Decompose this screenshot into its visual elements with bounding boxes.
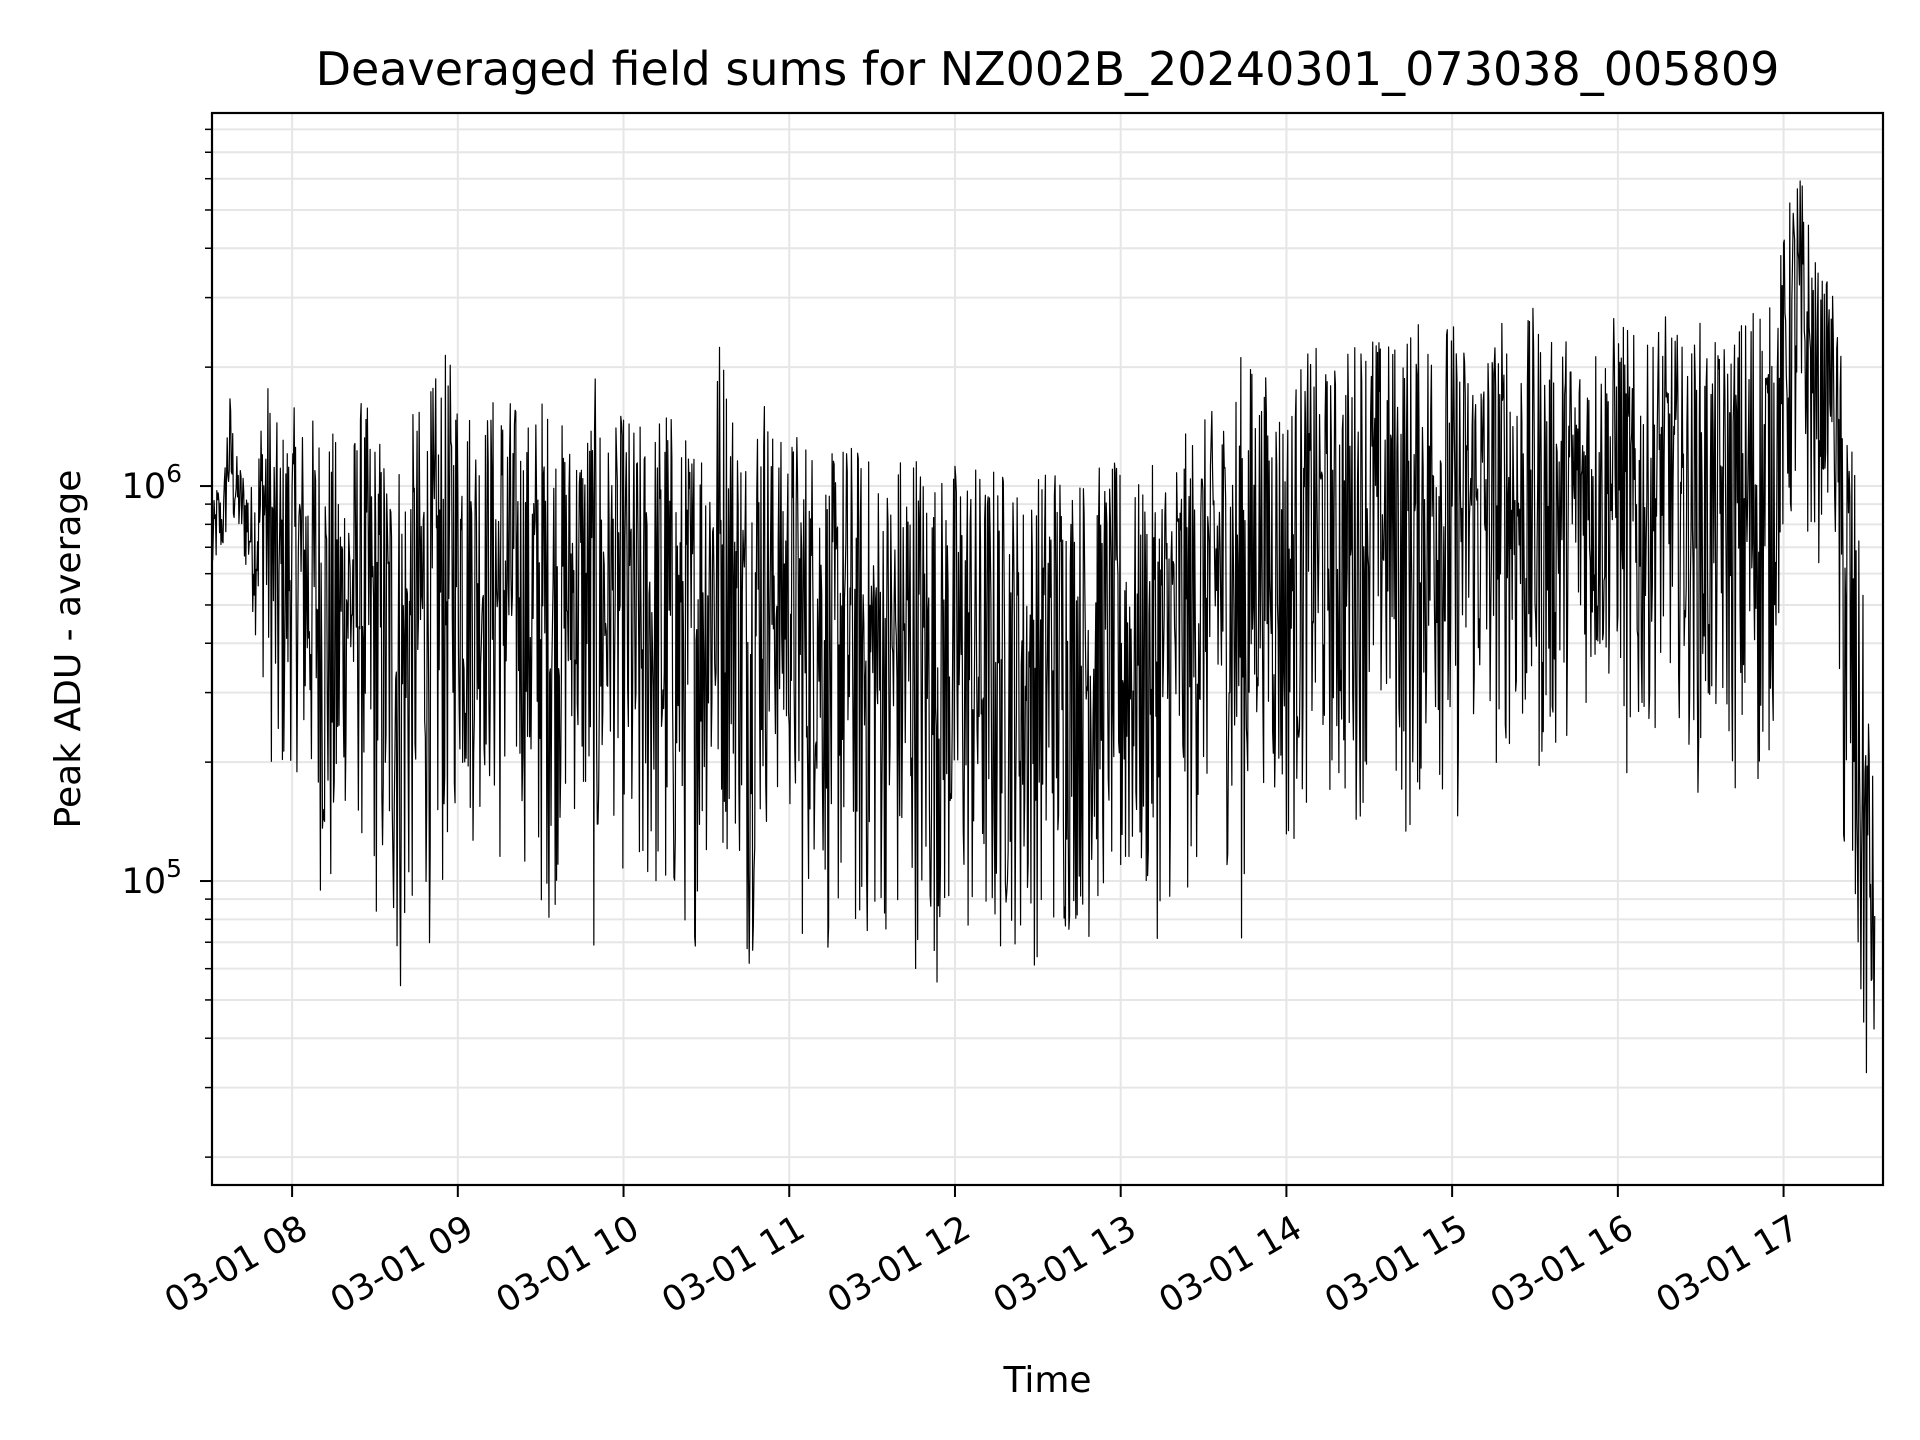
y-axis-label: Peak ADU - average [48, 470, 89, 829]
y-tick-base: 10 [122, 467, 167, 507]
y-tick-label: 106 [122, 459, 182, 507]
y-tick-label: 105 [122, 854, 182, 902]
y-tick-exponent: 6 [166, 459, 182, 488]
series-layer [211, 180, 1876, 1074]
series-line [211, 180, 1876, 1074]
chart-title: Deaveraged field sums for NZ002B_2024030… [316, 42, 1780, 96]
y-tick-exponent: 5 [166, 854, 182, 883]
x-axis-label: Time [1002, 1360, 1091, 1401]
y-tick-base: 10 [122, 862, 167, 902]
plot-area-frame [210, 111, 1885, 1187]
